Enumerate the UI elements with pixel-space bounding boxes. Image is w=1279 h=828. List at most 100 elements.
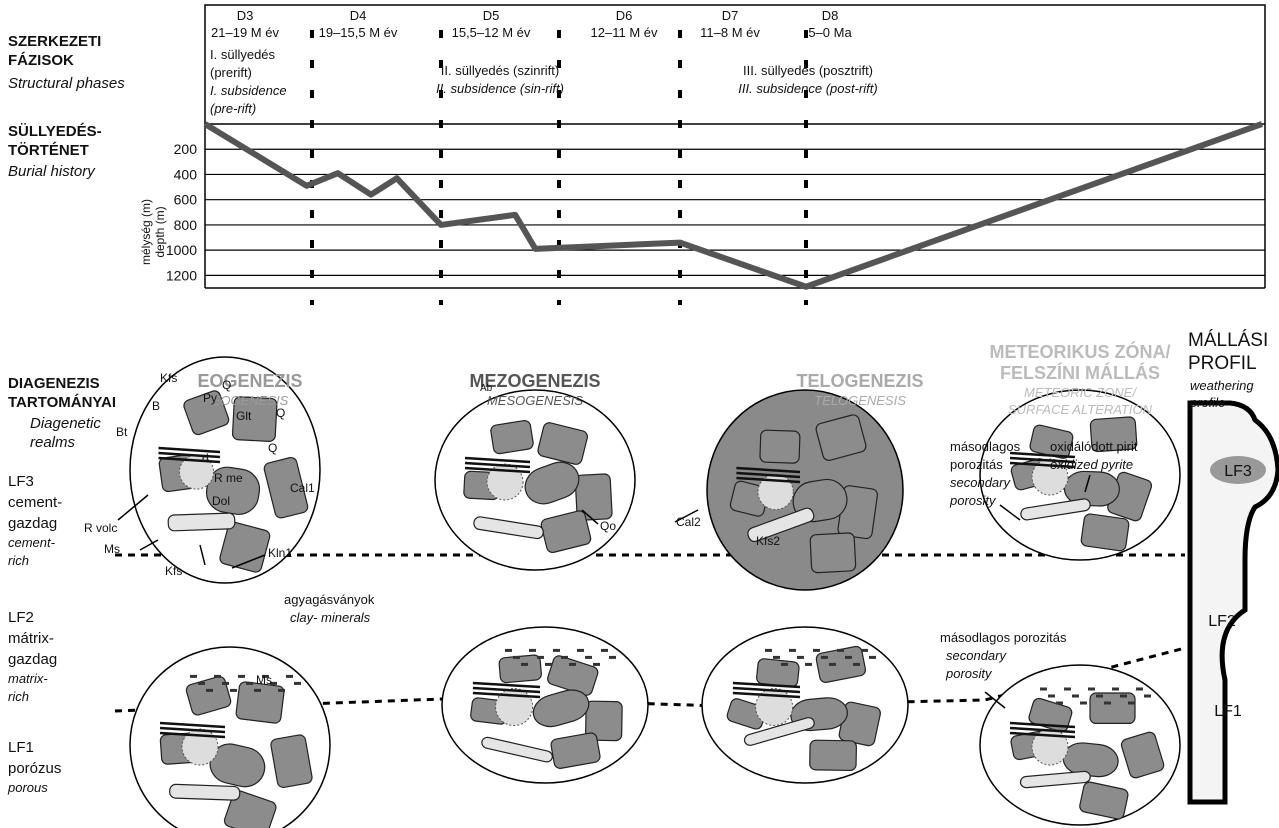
- mineral-label: d: [202, 451, 209, 465]
- grain: [747, 507, 815, 543]
- phase-age: 15,5–12 M év: [452, 25, 531, 40]
- label: weathering: [1190, 378, 1254, 393]
- label: PROFIL: [1188, 353, 1257, 374]
- realm-title: TELOGENEZIS: [796, 371, 923, 391]
- label: matrix-: [8, 671, 48, 686]
- mica-grain: [159, 731, 226, 739]
- mineral-label: Cal1: [290, 481, 315, 495]
- grain: [223, 790, 277, 828]
- grain: [743, 717, 815, 746]
- mica-grain: [472, 686, 541, 694]
- grain: [532, 689, 590, 728]
- mica-grain: [1009, 721, 1076, 729]
- phase-age: 5–0 Ma: [808, 25, 852, 40]
- pointer-arrow: [231, 554, 266, 569]
- grain: [235, 681, 285, 724]
- realm-subtitle: MESOGENESIS: [487, 393, 583, 408]
- label: MÁLLÁSI: [1188, 330, 1268, 351]
- pointer-arrow: [117, 494, 149, 521]
- header-frame: [204, 4, 1266, 124]
- grain: [498, 654, 542, 684]
- grain: [1079, 781, 1129, 820]
- realm-subtitle: METEORIC ZONE/: [1024, 385, 1137, 400]
- mineral-label: Kfs: [160, 371, 177, 385]
- grain: [537, 422, 588, 465]
- grain: [815, 414, 867, 461]
- grain: [490, 420, 534, 455]
- label: profile: [1189, 395, 1225, 410]
- mica-grain: [732, 681, 801, 689]
- grain: [219, 521, 271, 573]
- mineral-label: Q: [276, 406, 285, 420]
- label: I. süllyedés: [210, 47, 276, 62]
- y-tick-label: 200: [174, 141, 198, 157]
- phase-age: 12–11 M év: [591, 25, 658, 40]
- mica-grain: [732, 686, 801, 694]
- grain: [524, 461, 580, 505]
- mineral-label: Bt: [116, 425, 128, 439]
- annotation: oxidálódott pirit: [1050, 439, 1138, 454]
- mica-grain: [736, 466, 801, 474]
- realm-title: METEORIKUS ZÓNA/: [989, 341, 1170, 362]
- lf3-patch: [1210, 456, 1266, 484]
- phase-age: 11–8 M év: [700, 25, 760, 40]
- mineral-label: Dol: [212, 494, 230, 508]
- mineral-label: Ms: [256, 673, 272, 687]
- annotation: porosity: [945, 666, 993, 681]
- grain: [169, 783, 241, 801]
- grain: [1089, 692, 1136, 724]
- label: SÜLLYEDÉS-: [8, 123, 102, 140]
- grain: [185, 675, 232, 716]
- grain-cement: [755, 687, 794, 727]
- profile-label: LF1: [1214, 703, 1242, 720]
- label: gazdag: [8, 651, 57, 668]
- y-axis-label: depth (m): [153, 206, 167, 257]
- grain: [1020, 498, 1091, 521]
- label: rich: [8, 553, 29, 568]
- profile-label: LF2: [1208, 613, 1236, 630]
- mineral-label: Kln1: [268, 546, 292, 560]
- grain: [270, 734, 313, 789]
- realm-title: EOGENEZIS: [197, 371, 302, 391]
- mica-grain: [1009, 451, 1076, 459]
- label: LF1: [8, 739, 34, 756]
- mica-grain: [158, 456, 221, 464]
- grain: [183, 390, 230, 436]
- mica-grain: [158, 451, 221, 459]
- grain: [809, 739, 857, 772]
- mineral-label: Py: [203, 391, 217, 405]
- y-tick-label: 800: [174, 217, 198, 233]
- grain: [809, 532, 857, 574]
- y-axis-label: mélység (m): [139, 199, 153, 265]
- realm-subtitle: EOGENESIS: [212, 393, 289, 408]
- grain: [585, 700, 623, 742]
- grain: [1080, 513, 1130, 552]
- grain: [1120, 731, 1165, 779]
- burial-curve: [203, 121, 1264, 290]
- mineral-label: Q: [222, 378, 231, 392]
- mineral-label: R me: [214, 471, 243, 485]
- grain-diagrams: [129, 356, 1181, 828]
- label: porózus: [8, 760, 61, 777]
- label: SZERKEZETI: [8, 33, 101, 50]
- profile-label: LF3: [1224, 463, 1252, 480]
- realm-title: FELSZÍNI MÁLLÁS: [1000, 362, 1160, 383]
- annotation: porozitás: [950, 457, 1003, 472]
- grain: [540, 510, 592, 554]
- mica-grain: [1009, 461, 1076, 469]
- grain: [1028, 697, 1073, 733]
- label: TÖRTÉNET: [8, 142, 89, 159]
- weathering-profile: [1187, 400, 1279, 805]
- pointer-arrow: [984, 691, 1006, 709]
- mica-grain: [159, 726, 226, 734]
- annotation: clay- minerals: [290, 610, 371, 625]
- phase-name: D6: [616, 8, 633, 23]
- label: cement-: [8, 494, 62, 511]
- pointer-arrow: [674, 509, 699, 523]
- y-tick-label: 1200: [166, 267, 197, 283]
- phase-name: D4: [350, 8, 367, 23]
- label: LF3: [8, 473, 34, 490]
- pointer-arrow: [199, 544, 206, 566]
- mineral-label: Ab: [480, 383, 493, 394]
